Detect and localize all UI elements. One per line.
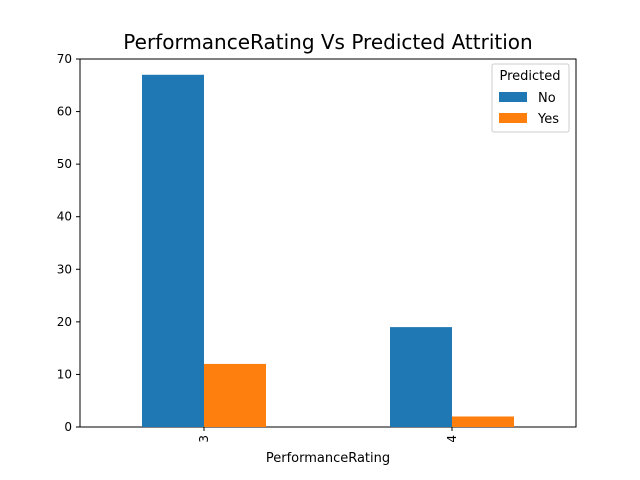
bars bbox=[142, 74, 514, 428]
legend-items: No Yes bbox=[499, 91, 559, 127]
y-tick-label: 30 bbox=[57, 262, 72, 276]
bar-no-3 bbox=[142, 74, 204, 428]
bar-no-4 bbox=[390, 327, 452, 427]
bar-yes-4 bbox=[452, 416, 514, 427]
y-tick-label: 20 bbox=[57, 315, 72, 329]
x-axis-label: PerformanceRating bbox=[266, 451, 390, 466]
y-tick-label: 0 bbox=[64, 420, 72, 434]
legend: Predicted No Yes bbox=[491, 63, 570, 133]
y-tick-label: 50 bbox=[57, 157, 72, 171]
y-tick-label: 70 bbox=[57, 52, 72, 66]
legend-label-no: No bbox=[538, 91, 556, 106]
y-tick-label: 40 bbox=[57, 210, 72, 224]
chart-title: PerformanceRating Vs Predicted Attrition bbox=[123, 30, 532, 54]
legend-label-yes: Yes bbox=[537, 112, 559, 127]
legend-title: Predicted bbox=[499, 69, 560, 84]
x-tick-label: 3 bbox=[197, 435, 211, 443]
y-axis: 0 10 20 30 40 50 60 70 bbox=[57, 52, 80, 434]
plot-frame bbox=[79, 58, 577, 428]
legend-swatch-no bbox=[499, 92, 527, 102]
legend-swatch-yes bbox=[499, 113, 527, 123]
plot-area bbox=[79, 58, 577, 428]
x-tick-label: 4 bbox=[445, 435, 459, 443]
y-tick-label: 60 bbox=[57, 105, 72, 119]
y-tick-label: 10 bbox=[57, 367, 72, 381]
bar-yes-3 bbox=[204, 363, 266, 427]
